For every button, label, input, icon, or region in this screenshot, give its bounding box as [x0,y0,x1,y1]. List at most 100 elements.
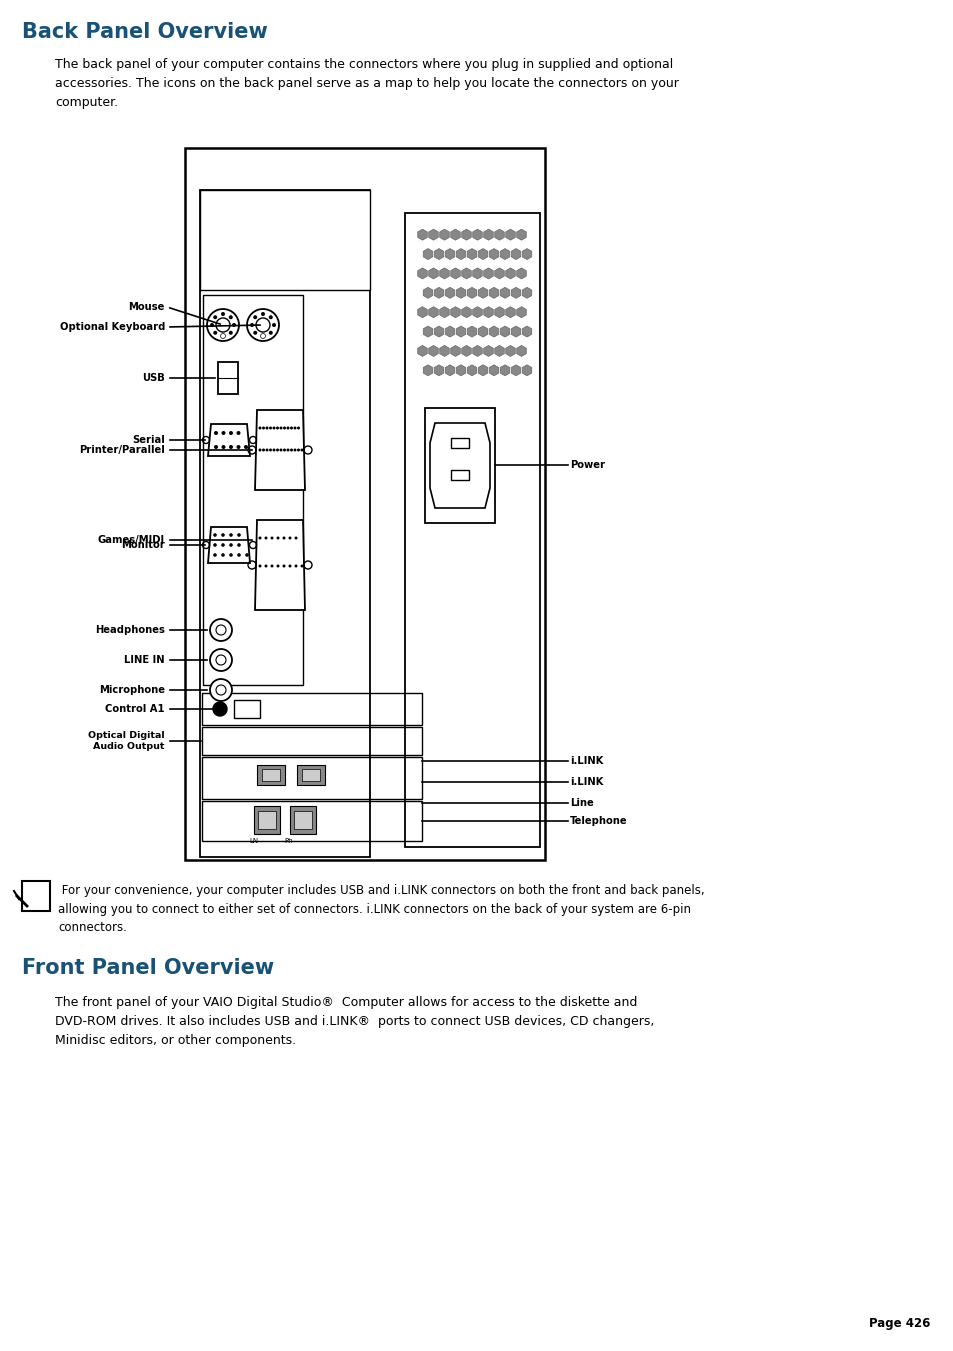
Circle shape [269,427,272,430]
Circle shape [264,536,267,539]
Circle shape [213,315,217,319]
Polygon shape [439,267,449,278]
Bar [294,811,312,830]
Polygon shape [417,307,427,317]
Circle shape [213,534,216,536]
Polygon shape [511,288,520,299]
Polygon shape [423,326,433,336]
Polygon shape [439,230,449,240]
Text: Ph: Ph [284,838,293,844]
Circle shape [221,431,225,435]
Circle shape [262,449,265,451]
Polygon shape [473,307,482,317]
Circle shape [290,449,293,451]
Circle shape [236,444,240,449]
Circle shape [237,553,240,557]
Bar [202,693,421,725]
Text: i.LINK: i.LINK [569,757,602,766]
Circle shape [262,427,265,430]
Bar [233,700,260,717]
Text: i.LINK: i.LINK [569,777,602,788]
Polygon shape [489,288,498,299]
Text: Optical Digital
Audio Output: Optical Digital Audio Output [89,731,165,751]
Text: The back panel of your computer contains the connectors where you plug in suppli: The back panel of your computer contains… [55,58,679,109]
Text: For your convenience, your computer includes USB and i.LINK connectors on both t: For your convenience, your computer incl… [58,884,704,934]
Circle shape [294,449,296,451]
Bar [296,765,325,785]
Polygon shape [489,249,498,259]
Polygon shape [423,365,433,376]
Polygon shape [254,520,305,611]
Text: Back Panel Overview: Back Panel Overview [22,22,268,42]
Circle shape [213,331,217,335]
Polygon shape [517,230,526,240]
Polygon shape [450,346,459,357]
Polygon shape [521,288,531,299]
Polygon shape [505,230,515,240]
Polygon shape [483,346,493,357]
Text: Power: Power [569,459,604,470]
Polygon shape [483,267,493,278]
Circle shape [288,536,292,539]
Polygon shape [461,307,471,317]
Bar [451,438,469,449]
Bar [202,757,421,798]
Bar [253,807,280,834]
Circle shape [290,427,293,430]
Polygon shape [467,288,476,299]
Polygon shape [445,365,455,376]
Circle shape [221,334,225,338]
Text: Line: Line [569,798,593,808]
Circle shape [213,703,227,716]
Circle shape [296,427,299,430]
Polygon shape [450,307,459,317]
Polygon shape [254,409,305,490]
Polygon shape [450,267,459,278]
Polygon shape [434,249,443,259]
Polygon shape [477,326,487,336]
Circle shape [283,449,286,451]
Circle shape [273,427,275,430]
Circle shape [279,449,282,451]
Polygon shape [477,249,487,259]
Circle shape [210,680,232,701]
Circle shape [207,309,239,340]
Polygon shape [505,346,515,357]
Circle shape [210,323,213,327]
Polygon shape [517,307,526,317]
Bar [424,408,495,523]
Text: Printer/Parallel: Printer/Parallel [79,444,165,455]
Circle shape [244,444,248,449]
Circle shape [294,565,297,567]
Polygon shape [434,365,443,376]
Polygon shape [489,326,498,336]
Polygon shape [521,326,531,336]
Polygon shape [499,249,509,259]
Circle shape [271,565,274,567]
Polygon shape [505,307,515,317]
Polygon shape [461,267,471,278]
Polygon shape [461,230,471,240]
Circle shape [213,444,218,449]
Bar [405,213,539,847]
Circle shape [253,331,257,335]
Polygon shape [417,267,427,278]
Polygon shape [467,326,476,336]
Circle shape [258,427,261,430]
Circle shape [272,323,275,327]
Bar [451,470,469,480]
Bar [22,881,50,911]
Text: Headphones: Headphones [95,626,165,635]
Circle shape [282,536,285,539]
Polygon shape [456,326,465,336]
Polygon shape [445,288,455,299]
Circle shape [300,565,303,567]
Polygon shape [461,346,471,357]
Circle shape [258,449,261,451]
Polygon shape [499,288,509,299]
Polygon shape [450,230,459,240]
Bar [203,295,303,685]
Polygon shape [477,288,487,299]
Circle shape [229,444,233,449]
Polygon shape [499,326,509,336]
